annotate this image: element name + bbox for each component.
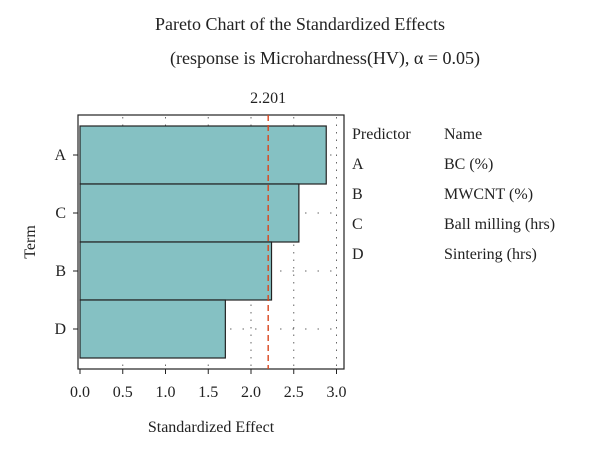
x-tick-label-2: 1.0	[156, 384, 176, 401]
x-tick-label-6: 3.0	[327, 384, 347, 401]
y-tick-label-a: A	[54, 147, 66, 164]
legend-header-predictor: Predictor	[352, 126, 411, 143]
y-axis-label: Term	[22, 225, 39, 259]
x-tick-label-0: 0.0	[70, 384, 90, 401]
y-tick-label-d: D	[54, 321, 66, 338]
legend-predictor-a: A	[352, 156, 364, 173]
legend-predictor-d: D	[352, 246, 364, 263]
y-tick-label-b: B	[55, 263, 66, 280]
legend-name-b: MWCNT (%)	[444, 186, 533, 203]
bar-b	[79, 241, 273, 301]
bar-d	[79, 299, 226, 359]
x-axis-label: Standardized Effect	[148, 419, 275, 436]
bars-layer	[79, 125, 327, 359]
chart-subtitle: (response is Microhardness(HV), α = 0.05…	[170, 48, 480, 69]
bar-a	[79, 125, 327, 185]
legend-header-name: Name	[444, 126, 482, 143]
legend-name-c: Ball milling (hrs)	[444, 216, 555, 233]
legend-predictor-b: B	[352, 186, 363, 203]
y-tick-label-c: C	[55, 205, 66, 222]
plot-frame	[77, 114, 345, 370]
x-tick-label-4: 2.0	[241, 384, 261, 401]
legend-predictor-c: C	[352, 216, 363, 233]
legend: Predictor Name A BC (%) B MWCNT (%) C Ba…	[352, 126, 555, 263]
reference-line-label: 2.201	[250, 90, 286, 107]
x-tick-label-3: 1.5	[198, 384, 218, 401]
chart-title: Pareto Chart of the Standardized Effects	[155, 14, 445, 34]
legend-name-d: Sintering (hrs)	[444, 246, 537, 263]
legend-name-a: BC (%)	[444, 156, 493, 173]
y-axis-ticks: A C B D	[54, 147, 78, 338]
bar-c	[79, 183, 300, 243]
x-axis-ticks: 0.0 0.5 1.0 1.5 2.0 2.5 3.0	[70, 369, 347, 401]
reference-line-layer: 2.201	[250, 90, 286, 369]
x-tick-label-1: 0.5	[113, 384, 133, 401]
x-tick-label-5: 2.5	[284, 384, 304, 401]
